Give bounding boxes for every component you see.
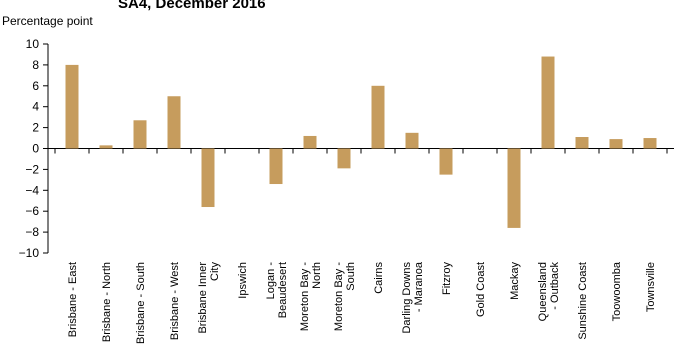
bar (439, 148, 453, 175)
category-label: Darling Downs- Maranoa (401, 261, 425, 333)
bar (575, 137, 589, 149)
bar (133, 120, 147, 149)
y-tick-label: 6 (32, 79, 39, 93)
category-label: Mackay (509, 262, 521, 300)
y-tick-label: −2 (25, 162, 39, 176)
category-label: Logan -Beaudesert (265, 262, 289, 319)
category-label: Brisbane - West (169, 262, 181, 340)
y-tick-label: 4 (32, 100, 39, 114)
bar (269, 148, 283, 185)
bar (201, 148, 215, 208)
bar (609, 139, 623, 149)
category-label: Moreton Bay -North (299, 262, 323, 331)
bar (541, 56, 555, 149)
bar (99, 145, 113, 149)
bar (405, 132, 419, 149)
category-label: Moreton Bay -South (333, 262, 357, 331)
category-label: Toowoomba (611, 261, 623, 321)
category-label: Brisbane - East (67, 262, 79, 337)
bar (337, 148, 351, 169)
y-tick-label: −8 (25, 225, 39, 239)
bar (643, 138, 657, 149)
bar (167, 96, 181, 149)
category-label: Gold Coast (475, 262, 487, 317)
category-label: Brisbane InnerCity (197, 262, 221, 334)
category-label: Brisbane - North (101, 262, 113, 342)
y-tick-label: 8 (32, 58, 39, 72)
category-label: Townsville (645, 262, 657, 312)
bar (303, 135, 317, 149)
category-label: Queensland- Outback (537, 262, 561, 322)
bar (507, 148, 521, 228)
y-tick-label: 10 (26, 37, 40, 51)
chart-title: SA4, December 2016 (118, 0, 266, 12)
y-tick-label: −10 (19, 246, 40, 260)
bar-series (65, 56, 657, 228)
y-axis: 10 8 6 4 2 0 −2 −4 −6 −8 −10 (19, 37, 674, 260)
bar (65, 64, 79, 149)
category-label: Ipswich (237, 262, 249, 299)
y-axis-unit-label: Percentage point (2, 14, 93, 28)
y-tick-label: 0 (32, 142, 39, 156)
y-tick-label: −4 (25, 183, 39, 197)
y-tick-label: −6 (25, 204, 39, 218)
category-label: Fitzroy (441, 262, 453, 296)
y-tick-label: 2 (32, 121, 39, 135)
bar (371, 85, 385, 149)
category-label: Brisbane - South (135, 262, 147, 344)
category-label: Cairns (373, 262, 385, 294)
category-label: Sunshine Coast (577, 262, 589, 340)
category-labels: Brisbane - East Brisbane - North Brisbane … (67, 261, 657, 344)
